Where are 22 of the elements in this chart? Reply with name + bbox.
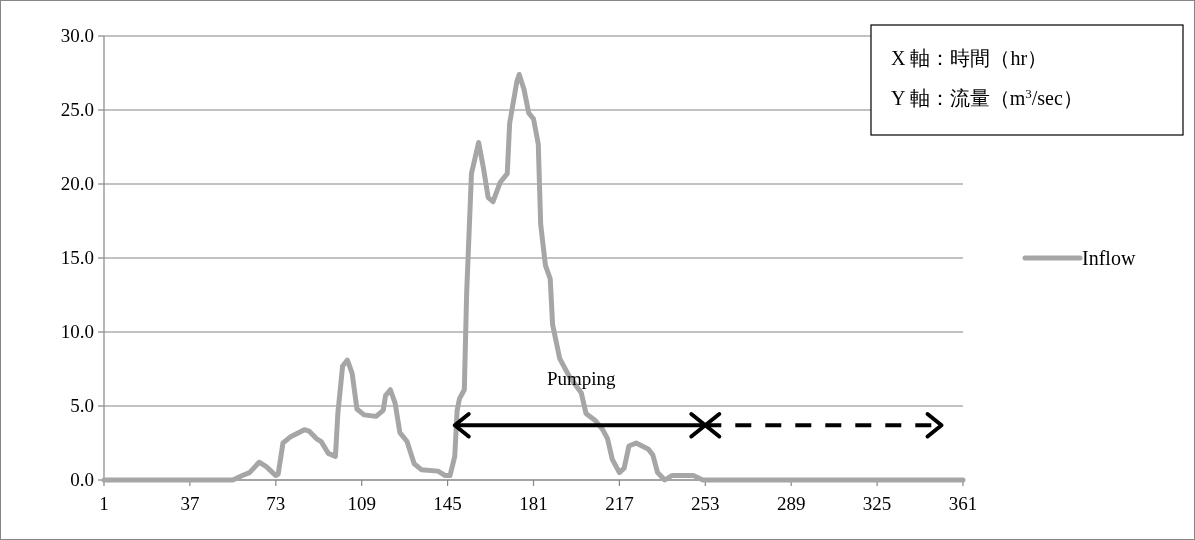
y-tick-label: 30.0	[60, 25, 94, 46]
x-tick-label: 289	[776, 493, 806, 514]
x-tick-label: 73	[266, 493, 286, 514]
x-tick-label: 253	[691, 493, 720, 514]
legend-label: Inflow	[1082, 247, 1136, 269]
x-tick-label: 37	[180, 493, 200, 514]
annotation: X 軸：時間（hr）	[891, 47, 1048, 69]
x-tick-label: 109	[347, 493, 376, 514]
annotation: Y 軸：流量（m$^{3}$/sec）	[891, 85, 1083, 109]
x-tick-label: 361	[948, 493, 978, 514]
y-tick-label: 25.0	[60, 99, 94, 120]
x-tick-label: 181	[519, 493, 548, 514]
x-tick-label: 1	[99, 493, 109, 514]
y-tick-label: 20.0	[60, 173, 94, 194]
x-tick-label: 217	[605, 493, 634, 514]
annotation: Pumping	[546, 368, 617, 390]
y-tick-label: 10.0	[60, 321, 94, 342]
x-tick-label: 145	[433, 493, 462, 514]
y-tick-label: 0.0	[70, 469, 94, 490]
y-tick-label: 15.0	[60, 247, 94, 268]
y-tick-label: 5.0	[70, 395, 94, 416]
x-tick-label: 325	[862, 493, 892, 514]
